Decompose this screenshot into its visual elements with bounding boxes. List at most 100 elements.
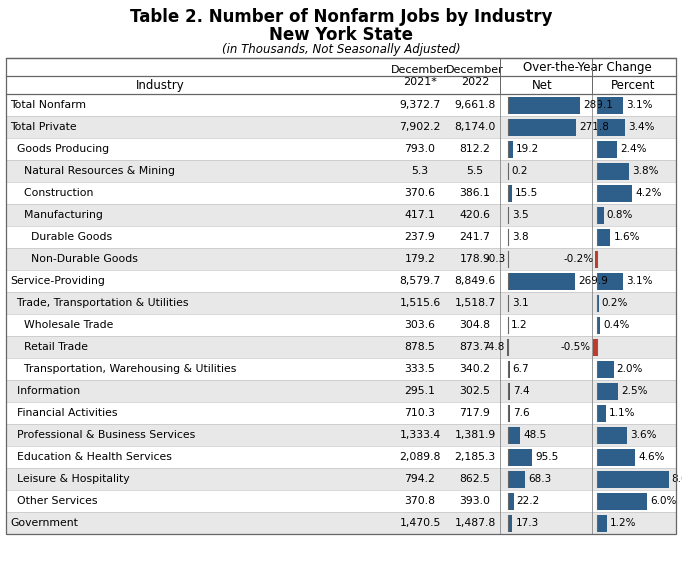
Text: 241.7: 241.7: [460, 232, 490, 242]
Bar: [508, 514, 512, 531]
Bar: [6, 490, 676, 512]
Bar: [597, 140, 617, 158]
Text: 794.2: 794.2: [404, 474, 435, 484]
Text: Durable Goods: Durable Goods: [10, 232, 112, 242]
Text: 289.1: 289.1: [583, 100, 613, 110]
Bar: [508, 493, 514, 509]
Text: 17.3: 17.3: [516, 518, 539, 528]
Text: -0.5%: -0.5%: [561, 342, 591, 352]
Bar: [6, 446, 676, 468]
Text: Transportation, Warehousing & Utilities: Transportation, Warehousing & Utilities: [10, 364, 237, 374]
Bar: [597, 514, 607, 531]
Text: 5.5: 5.5: [466, 166, 484, 176]
Text: December
2022: December 2022: [446, 65, 504, 87]
Text: Retail Trade: Retail Trade: [10, 342, 88, 352]
Text: -0.3: -0.3: [486, 254, 506, 264]
Bar: [6, 248, 676, 270]
Text: 302.5: 302.5: [460, 386, 490, 396]
Bar: [6, 380, 676, 402]
Text: 3.1: 3.1: [512, 298, 529, 308]
Text: 420.6: 420.6: [460, 210, 490, 220]
Bar: [6, 336, 676, 358]
Bar: [508, 228, 509, 246]
Text: Goods Producing: Goods Producing: [10, 144, 109, 154]
Text: 2.4%: 2.4%: [620, 144, 647, 154]
Text: 2,185.3: 2,185.3: [454, 452, 496, 462]
Bar: [508, 96, 580, 113]
Text: Total Private: Total Private: [10, 122, 76, 132]
Text: 1.2: 1.2: [512, 320, 528, 330]
Text: 9,372.7: 9,372.7: [400, 100, 441, 110]
Bar: [6, 138, 676, 160]
Text: 22.2: 22.2: [516, 496, 539, 506]
Text: Construction: Construction: [10, 188, 93, 198]
Text: December
2021*: December 2021*: [391, 65, 449, 87]
Bar: [507, 338, 508, 356]
Bar: [597, 448, 636, 466]
Bar: [597, 185, 632, 201]
Text: 1.1%: 1.1%: [609, 408, 636, 418]
Text: 1,470.5: 1,470.5: [400, 518, 441, 528]
Text: 3.5: 3.5: [512, 210, 529, 220]
Bar: [597, 118, 625, 136]
Text: 1,515.6: 1,515.6: [400, 298, 441, 308]
Text: 1,518.7: 1,518.7: [454, 298, 496, 308]
Text: 303.6: 303.6: [404, 320, 436, 330]
Bar: [593, 338, 597, 356]
Text: 19.2: 19.2: [516, 144, 539, 154]
Text: 3.1%: 3.1%: [626, 100, 653, 110]
Text: 393.0: 393.0: [460, 496, 490, 506]
Bar: [597, 426, 627, 444]
Text: 237.9: 237.9: [404, 232, 435, 242]
Text: 7,902.2: 7,902.2: [400, 122, 441, 132]
Text: 68.3: 68.3: [528, 474, 551, 484]
Text: Over-the-Year Change: Over-the-Year Change: [522, 61, 651, 73]
Text: Percent: Percent: [611, 79, 655, 91]
Bar: [6, 424, 676, 446]
Text: 8.6%: 8.6%: [672, 474, 682, 484]
Bar: [597, 471, 668, 488]
Text: 333.5: 333.5: [404, 364, 435, 374]
Text: 417.1: 417.1: [404, 210, 435, 220]
Bar: [6, 182, 676, 204]
Text: 8,579.7: 8,579.7: [400, 276, 441, 286]
Text: Non-Durable Goods: Non-Durable Goods: [10, 254, 138, 264]
Text: 0.4%: 0.4%: [604, 320, 629, 330]
Text: Education & Health Services: Education & Health Services: [10, 452, 172, 462]
Bar: [508, 471, 525, 488]
Text: 812.2: 812.2: [460, 144, 490, 154]
Bar: [508, 426, 520, 444]
Text: 8,174.0: 8,174.0: [454, 122, 496, 132]
Text: Total Nonfarm: Total Nonfarm: [10, 100, 86, 110]
Text: 3.6%: 3.6%: [630, 430, 657, 440]
Bar: [6, 270, 676, 292]
Text: -0.2%: -0.2%: [563, 254, 593, 264]
Text: Natural Resources & Mining: Natural Resources & Mining: [10, 166, 175, 176]
Text: 0.2: 0.2: [511, 166, 528, 176]
Text: New York State: New York State: [269, 26, 413, 44]
Text: 95.5: 95.5: [535, 452, 558, 462]
Text: Information: Information: [10, 386, 80, 396]
Bar: [6, 402, 676, 424]
Text: Trade, Transportation & Utilities: Trade, Transportation & Utilities: [10, 298, 188, 308]
Bar: [508, 404, 510, 421]
Text: 873.7: 873.7: [460, 342, 490, 352]
Text: 370.8: 370.8: [404, 496, 436, 506]
Text: 179.2: 179.2: [404, 254, 435, 264]
Text: Government: Government: [10, 518, 78, 528]
Text: Manufacturing: Manufacturing: [10, 210, 103, 220]
Text: 1.6%: 1.6%: [613, 232, 640, 242]
Bar: [6, 512, 676, 534]
Text: 717.9: 717.9: [460, 408, 490, 418]
Bar: [597, 361, 614, 378]
Text: 4.6%: 4.6%: [638, 452, 665, 462]
Text: 5.3: 5.3: [411, 166, 428, 176]
Bar: [6, 204, 676, 226]
Text: (in Thousands, Not Seasonally Adjusted): (in Thousands, Not Seasonally Adjusted): [222, 43, 460, 56]
Text: Leisure & Hospitality: Leisure & Hospitality: [10, 474, 130, 484]
Bar: [597, 96, 623, 113]
Bar: [508, 206, 509, 223]
Text: 3.8%: 3.8%: [632, 166, 658, 176]
Text: Service-Providing: Service-Providing: [10, 276, 105, 286]
Bar: [597, 404, 606, 421]
